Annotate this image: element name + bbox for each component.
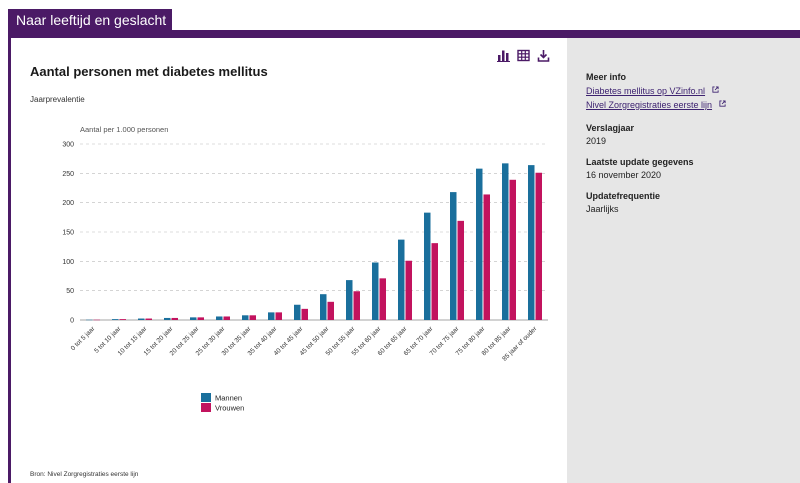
bar-vrouwen bbox=[431, 243, 438, 320]
chart-toolbar bbox=[497, 49, 550, 62]
frequentie-label: Updatefrequentie bbox=[586, 191, 661, 201]
y-tick-label: 250 bbox=[62, 171, 74, 178]
bar-mannen bbox=[268, 312, 275, 320]
link-nivel-label[interactable]: Nivel Zorgregistraties eerste lijn bbox=[586, 100, 713, 110]
legend-label-vrouwen: Vrouwen bbox=[215, 404, 244, 413]
verslagjaar-value: 2019 bbox=[586, 136, 607, 146]
y-tick-label: 0 bbox=[70, 318, 74, 325]
bar-mannen bbox=[164, 317, 171, 320]
bar-vrouwen bbox=[457, 220, 464, 320]
bar-mannen bbox=[424, 212, 431, 320]
frequentie-value: Jaarlijks bbox=[586, 204, 619, 214]
legend-label-mannen: Mannen bbox=[215, 394, 242, 403]
bar-vrouwen bbox=[119, 319, 126, 320]
header-bar bbox=[8, 30, 800, 38]
bar-mannen bbox=[190, 317, 197, 320]
bar-chart-icon[interactable] bbox=[497, 49, 510, 62]
chart-subtitle: Jaarprevalentie bbox=[30, 95, 85, 104]
bar-mannen bbox=[476, 168, 483, 320]
bar-vrouwen bbox=[197, 317, 204, 320]
link-nivel[interactable]: Nivel Zorgregistraties eerste lijn bbox=[586, 100, 726, 110]
bar-vrouwen bbox=[483, 194, 490, 320]
legend-swatch-mannen bbox=[201, 393, 211, 402]
chart-source: Bron: Nivel Zorgregistraties eerste lijn bbox=[30, 471, 139, 478]
table-icon[interactable] bbox=[517, 49, 530, 62]
y-tick-label: 50 bbox=[66, 288, 74, 295]
bar-mannen bbox=[502, 163, 509, 320]
bar-mannen bbox=[216, 316, 223, 320]
bar-vrouwen bbox=[249, 315, 256, 320]
y-tick-label: 150 bbox=[62, 230, 74, 237]
bar-mannen bbox=[528, 165, 535, 320]
bar-vrouwen bbox=[379, 278, 386, 320]
bar-vrouwen bbox=[327, 301, 334, 320]
update-value: 16 november 2020 bbox=[586, 170, 662, 180]
y-tick-label: 300 bbox=[62, 142, 74, 149]
verslagjaar-label: Verslagjaar bbox=[586, 123, 635, 133]
link-vzinfo-label[interactable]: Diabetes mellitus op VZinfo.nl bbox=[586, 86, 706, 96]
bar-vrouwen bbox=[171, 317, 178, 320]
bar-mannen bbox=[372, 262, 379, 320]
bar-vrouwen bbox=[93, 319, 100, 321]
y-tick-label: 200 bbox=[62, 200, 74, 207]
x-tick-label: 0 tot 5 jaar bbox=[70, 325, 97, 352]
external-link-icon bbox=[712, 86, 719, 93]
download-icon[interactable] bbox=[537, 49, 550, 62]
chart-panel bbox=[11, 38, 567, 483]
meer-info-heading: Meer info bbox=[586, 72, 627, 82]
bar-chart: Aantal per 1.000 personen 0 50 100 150 200 250… bbox=[62, 125, 548, 413]
bar-mannen bbox=[112, 319, 119, 320]
tab-naar-leeftijd-en-geslacht[interactable]: Naar leeftijd en geslacht bbox=[8, 9, 172, 31]
info-sidebar bbox=[567, 38, 800, 483]
bar-mannen bbox=[138, 318, 145, 320]
bar-vrouwen bbox=[405, 260, 412, 320]
bar-mannen bbox=[320, 294, 327, 320]
external-link-icon bbox=[719, 100, 726, 107]
y-axis-label: Aantal per 1.000 personen bbox=[80, 125, 168, 134]
bar-mannen bbox=[398, 239, 405, 320]
bar-vrouwen bbox=[535, 172, 542, 320]
legend-swatch-vrouwen bbox=[201, 403, 211, 412]
bar-mannen bbox=[346, 280, 353, 320]
bar-mannen bbox=[450, 192, 457, 320]
bar-vrouwen bbox=[145, 318, 152, 320]
chart-title: Aantal personen met diabetes mellitus bbox=[30, 64, 268, 79]
bar-mannen bbox=[294, 304, 301, 320]
bar-vrouwen bbox=[223, 316, 230, 320]
y-tick-label: 100 bbox=[62, 259, 74, 266]
bar-mannen bbox=[86, 319, 93, 321]
bar-vrouwen bbox=[353, 291, 360, 320]
bar-mannen bbox=[242, 315, 249, 320]
left-border bbox=[8, 38, 11, 483]
update-label: Laatste update gegevens bbox=[586, 157, 694, 167]
bar-vrouwen bbox=[275, 312, 282, 320]
bar-vrouwen bbox=[509, 179, 516, 320]
bar-vrouwen bbox=[301, 308, 308, 320]
link-vzinfo[interactable]: Diabetes mellitus op VZinfo.nl bbox=[586, 86, 719, 96]
